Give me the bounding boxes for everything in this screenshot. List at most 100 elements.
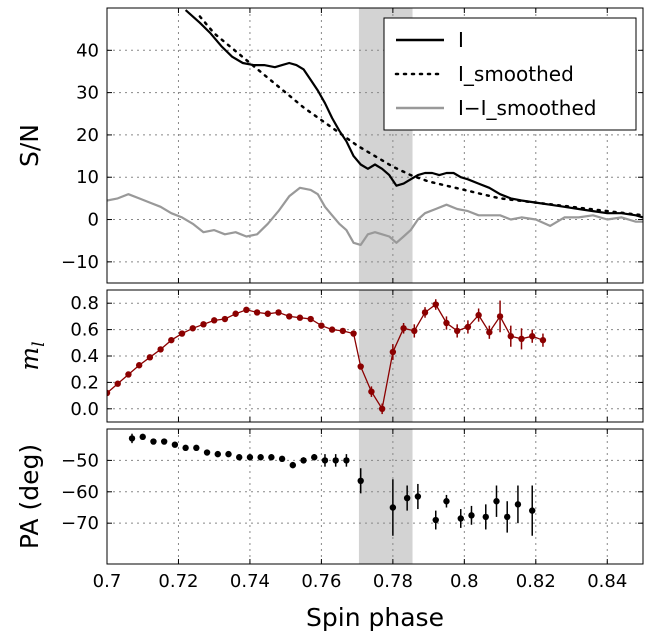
- data-point: [400, 325, 407, 332]
- data-point: [200, 321, 207, 328]
- data-point: [343, 457, 350, 464]
- data-point: [307, 315, 314, 323]
- data-point: [529, 333, 536, 340]
- y-tick-label: −50: [61, 450, 99, 471]
- data-point: [421, 309, 429, 316]
- data-point: [328, 326, 336, 333]
- y-axis-label: PA (deg): [15, 444, 44, 549]
- data-point: [264, 310, 271, 317]
- data-point: [332, 457, 339, 464]
- data-point: [232, 310, 239, 317]
- data-point: [221, 315, 229, 323]
- series-line-I-minus-smoothed: [107, 186, 643, 246]
- x-tick-label: 0.74: [230, 571, 270, 592]
- data-point: [514, 501, 522, 508]
- data-point: [189, 325, 196, 332]
- y-tick-label: 20: [76, 125, 99, 146]
- data-point: [257, 454, 264, 461]
- legend-label-I-smoothed: I_smoothed: [458, 62, 574, 86]
- y-axis-label: ml: [15, 341, 49, 370]
- panel-frame: [106, 289, 644, 423]
- data-point: [518, 335, 525, 343]
- series-line-ml: [107, 303, 544, 411]
- panel-frame: [106, 428, 644, 565]
- y-tick-label: 10: [76, 167, 99, 188]
- data-point: [432, 301, 439, 308]
- data-point: [225, 450, 232, 458]
- legend-box: [383, 17, 637, 131]
- data-point: [236, 454, 243, 461]
- data-point: [539, 336, 547, 344]
- data-point: [318, 322, 325, 329]
- x-tick-label: 0.8: [450, 571, 479, 592]
- data-point: [296, 314, 304, 321]
- data-point: [203, 449, 211, 456]
- y-tick-label: −70: [61, 513, 99, 534]
- data-point: [350, 330, 357, 337]
- y-tick-label: 0.6: [70, 320, 99, 341]
- data-point: [453, 327, 461, 335]
- y-tick-label: 0.2: [70, 372, 99, 393]
- data-point: [468, 512, 475, 519]
- data-point: [275, 309, 282, 316]
- data-point: [139, 433, 146, 441]
- data-point: [443, 498, 450, 505]
- data-point: [403, 494, 411, 502]
- data-point: [128, 435, 136, 442]
- data-point: [286, 313, 293, 320]
- data-point: [357, 477, 364, 485]
- data-point: [193, 444, 200, 452]
- data-point: [414, 493, 422, 500]
- legend: I I_smoothed I−I_smoothed: [383, 17, 637, 131]
- x-tick-label: 0.78: [373, 571, 413, 592]
- series-line-I-smoothed: [198, 15, 643, 217]
- data-point: [339, 327, 347, 335]
- data-point: [150, 438, 157, 445]
- data-point: [182, 444, 189, 452]
- data-point: [311, 454, 318, 461]
- y-tick-label: −60: [61, 482, 99, 503]
- shaded-region: [358, 429, 413, 564]
- data-point: [493, 498, 500, 505]
- data-point: [107, 389, 111, 397]
- data-point: [507, 333, 514, 340]
- data-point: [378, 405, 386, 412]
- data-point: [146, 354, 154, 361]
- data-point: [321, 457, 329, 464]
- shaded-region: [358, 290, 413, 422]
- x-tick-label: 0.72: [158, 571, 198, 592]
- data-point: [243, 306, 250, 313]
- panel-1: 0.0 0.2 0.4 0.6 0.8 ml: [15, 289, 644, 423]
- y-tick-label: 0.0: [70, 399, 99, 420]
- x-tick-label: 0.76: [301, 571, 341, 592]
- x-tick-label: 0.7: [93, 571, 122, 592]
- data-point: [457, 515, 464, 522]
- data-point: [246, 454, 254, 461]
- data-point: [496, 313, 504, 320]
- data-point: [504, 513, 511, 521]
- y-tick-label: 40: [76, 40, 99, 61]
- data-point: [432, 516, 439, 524]
- data-point: [171, 441, 179, 448]
- x-axis-label: Spin phase: [306, 603, 444, 632]
- data-point: [357, 363, 364, 370]
- data-point: [211, 317, 218, 324]
- data-point: [368, 388, 375, 395]
- data-point: [157, 346, 164, 353]
- x-tick-label: 0.84: [587, 571, 627, 592]
- data-point: [475, 311, 482, 319]
- data-point: [464, 323, 472, 331]
- data-point: [482, 513, 489, 521]
- legend-label-I-minus-smoothed: I−I_smoothed: [458, 96, 596, 120]
- data-point: [168, 336, 175, 344]
- data-point: [214, 450, 221, 458]
- data-point: [178, 330, 186, 337]
- data-point: [114, 380, 121, 387]
- data-point: [160, 438, 168, 445]
- data-point: [529, 507, 536, 514]
- legend-label-I: I: [458, 28, 464, 52]
- data-point: [135, 362, 143, 369]
- data-point: [300, 457, 307, 464]
- data-point: [289, 461, 297, 469]
